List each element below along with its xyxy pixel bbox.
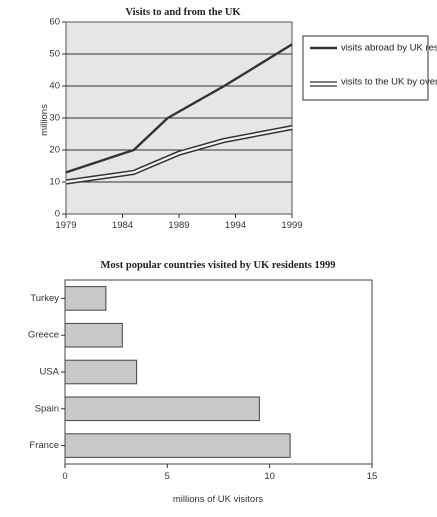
x-tick-label: 1979 <box>55 220 76 231</box>
series-line-visits-abroad <box>65 43 293 174</box>
line-chart-title: Visits to and from the UK <box>125 7 241 18</box>
line-chart-gridlines <box>66 53 292 183</box>
y-tick-label: 10 <box>49 177 60 188</box>
y-tick-label: 50 <box>49 49 60 60</box>
bar-usa <box>64 359 138 385</box>
bar-chart-category-labels: Turkey Greece USA Spain France <box>28 293 65 451</box>
line-chart-legend: visits abroad by UK residents visits to … <box>302 35 437 101</box>
x-tick-label: 1984 <box>112 220 133 231</box>
bar-chart-xlabel: millions of UK visitors <box>173 494 264 505</box>
x-tick-label: 5 <box>165 471 170 482</box>
bar-chart-title: Most popular countries visited by UK res… <box>101 260 336 271</box>
series-line-visits-to-uk-inner <box>65 126 293 184</box>
y-tick-label: 20 <box>49 145 60 156</box>
y-tick-label: 60 <box>49 17 60 28</box>
category-label-usa: USA <box>39 367 59 378</box>
legend-label-visits-abroad: visits abroad by UK residents <box>341 43 437 54</box>
bar-greece <box>64 322 123 348</box>
line-chart: Visits to and from the UK millions 0 10 20… <box>39 7 437 231</box>
legend-label-visits-to-uk: visits to the UK by overseas residents <box>341 77 437 88</box>
y-tick-label: 40 <box>49 81 60 92</box>
x-tick-label: 1994 <box>225 220 246 231</box>
line-chart-series <box>65 43 293 185</box>
legend-box <box>302 35 429 101</box>
line-chart-y-ticks: 0 10 20 30 40 50 60 <box>49 17 66 220</box>
category-label-spain: Spain <box>35 403 59 414</box>
x-tick-label: 0 <box>62 471 67 482</box>
y-tick-label: 30 <box>49 113 60 124</box>
category-label-turkey: Turkey <box>30 293 59 304</box>
x-tick-label: 1989 <box>168 220 189 231</box>
bar-france <box>64 433 291 458</box>
bar-turkey <box>64 286 107 311</box>
bar-chart-x-ticks: 0 5 10 15 <box>62 464 377 482</box>
line-chart-x-ticks: 1979 1984 1989 1994 1999 <box>55 214 303 231</box>
x-tick-label: 10 <box>264 471 275 482</box>
y-tick-label: 0 <box>55 209 60 220</box>
bar-chart: Most popular countries visited by UK res… <box>28 260 377 505</box>
bar-spain <box>64 396 260 422</box>
category-label-france: France <box>29 440 59 451</box>
line-chart-ylabel: millions <box>39 104 50 136</box>
x-tick-label: 15 <box>367 471 378 482</box>
x-tick-label: 1999 <box>281 220 302 231</box>
category-label-greece: Greece <box>28 330 59 341</box>
